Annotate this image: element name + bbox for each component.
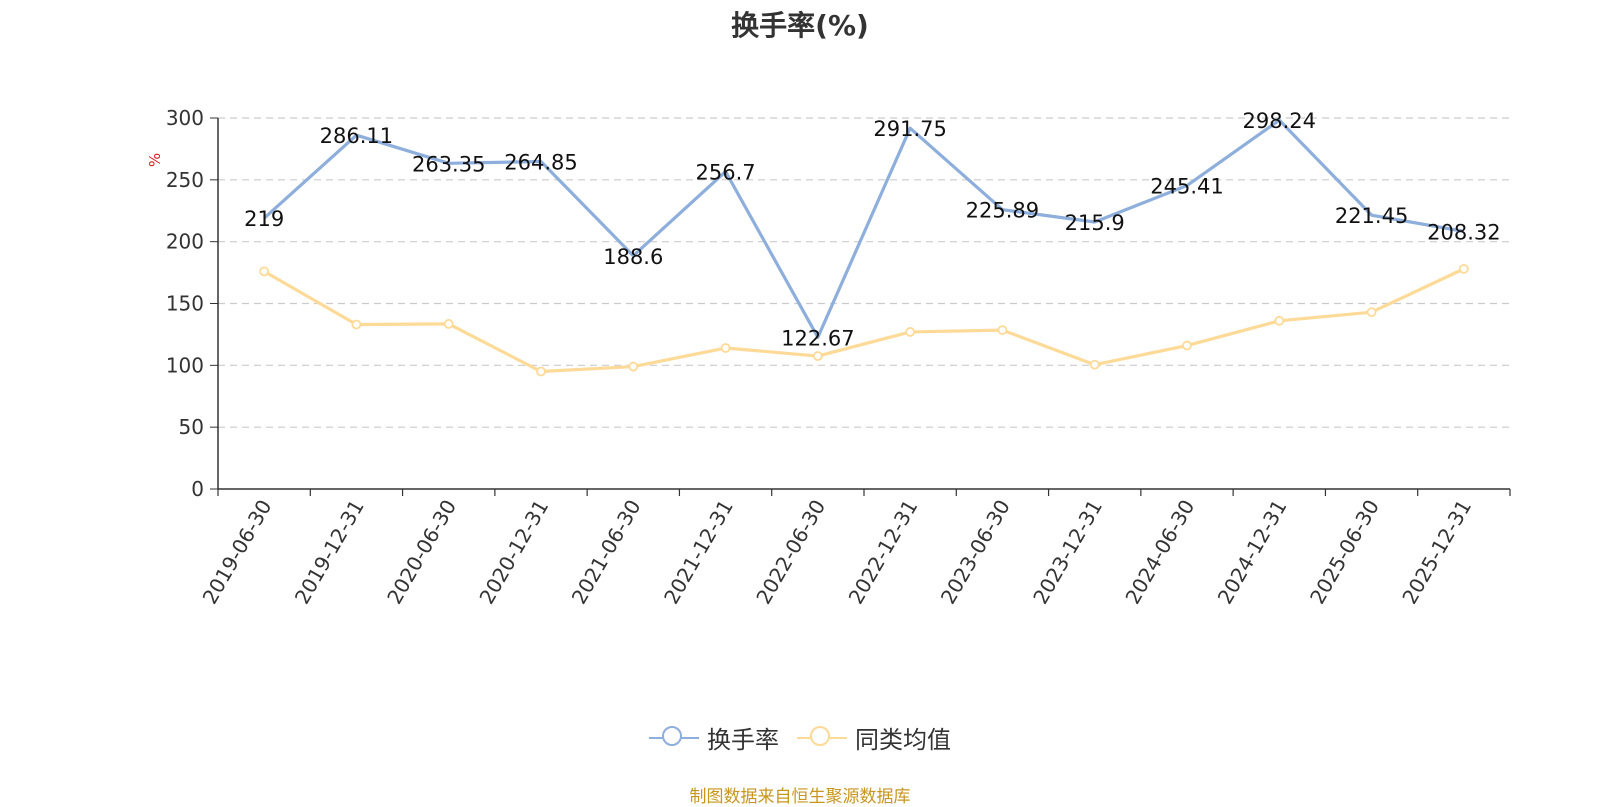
x-tick-label: 2023-12-31 bbox=[1028, 496, 1107, 609]
x-tick-label: 2022-06-30 bbox=[751, 496, 830, 609]
data-point-peer-average bbox=[351, 319, 362, 330]
chart-title: 换手率(%) bbox=[731, 9, 869, 42]
data-label-turnover: 219 bbox=[244, 207, 284, 231]
data-point-peer-average bbox=[259, 266, 270, 277]
legend: 换手率 同类均值 bbox=[0, 720, 1600, 755]
data-label-turnover: 225.89 bbox=[966, 199, 1039, 223]
data-label-turnover: 208.32 bbox=[1427, 220, 1500, 244]
data-label-turnover: 264.85 bbox=[504, 150, 577, 174]
data-point-peer-average bbox=[628, 361, 639, 372]
legend-marker-turnover-icon bbox=[649, 725, 699, 751]
x-tick-label: 2019-12-31 bbox=[290, 496, 369, 609]
y-tick-label: 300 bbox=[166, 106, 204, 130]
x-tick-label: 2021-06-30 bbox=[567, 496, 646, 609]
data-point-peer-average bbox=[1182, 340, 1192, 351]
data-point-peer-average bbox=[1458, 263, 1469, 274]
y-axis-label: % bbox=[146, 153, 164, 167]
data-point-peer-average bbox=[997, 325, 1008, 335]
data-point-peer-average bbox=[1366, 307, 1377, 318]
data-label-turnover: 122.67 bbox=[781, 326, 854, 350]
series-line-peer-average bbox=[263, 267, 1465, 374]
x-tick-label: 2022-12-31 bbox=[844, 496, 923, 609]
legend-label-turnover: 换手率 bbox=[707, 726, 779, 754]
x-tick-label: 2024-06-30 bbox=[1120, 496, 1199, 609]
legend-marker-peer-average-icon bbox=[797, 725, 847, 751]
data-label-turnover: 245.41 bbox=[1150, 175, 1223, 199]
x-tick-label: 2024-12-31 bbox=[1213, 496, 1292, 609]
legend-label-peer-average: 同类均值 bbox=[855, 726, 951, 754]
data-label-turnover: 215.9 bbox=[1065, 211, 1125, 235]
legend-item-turnover[interactable]: 换手率 bbox=[649, 720, 779, 755]
x-tick-label: 2021-12-31 bbox=[659, 496, 738, 609]
x-tick-label: 2020-12-31 bbox=[474, 496, 553, 609]
y-tick-label: 50 bbox=[179, 415, 204, 439]
y-tick-label: 200 bbox=[166, 230, 204, 254]
x-tick-label: 2023-06-30 bbox=[936, 496, 1015, 609]
data-label-turnover: 263.35 bbox=[412, 152, 485, 176]
data-point-peer-average bbox=[1274, 315, 1285, 326]
data-label-turnover: 188.6 bbox=[603, 245, 663, 269]
x-tick-label: 2025-12-31 bbox=[1397, 496, 1476, 609]
data-source-note: 制图数据来自恒生聚源数据库 bbox=[689, 787, 911, 807]
x-tick-label: 2025-06-30 bbox=[1305, 496, 1384, 609]
y-tick-label: 0 bbox=[191, 477, 204, 501]
y-tick-label: 150 bbox=[166, 292, 204, 316]
data-label-turnover: 291.75 bbox=[873, 117, 946, 141]
data-label-turnover: 256.7 bbox=[696, 161, 756, 185]
x-tick-label: 2020-06-30 bbox=[382, 496, 461, 609]
data-point-peer-average bbox=[443, 319, 454, 329]
legend-item-peer-average[interactable]: 同类均值 bbox=[797, 720, 951, 755]
y-tick-label: 100 bbox=[166, 353, 204, 377]
series-line-turnover bbox=[263, 118, 1465, 339]
data-label-turnover: 286.11 bbox=[320, 124, 393, 148]
data-point-peer-average bbox=[812, 351, 823, 361]
data-point-peer-average bbox=[1089, 359, 1100, 370]
data-point-peer-average bbox=[536, 366, 546, 377]
data-point-peer-average bbox=[905, 327, 916, 337]
data-label-turnover: 298.24 bbox=[1243, 109, 1316, 133]
data-point-peer-average bbox=[720, 343, 731, 353]
y-tick-label: 250 bbox=[166, 168, 204, 192]
data-label-turnover: 221.45 bbox=[1335, 204, 1408, 228]
x-tick-label: 2019-06-30 bbox=[198, 496, 277, 609]
